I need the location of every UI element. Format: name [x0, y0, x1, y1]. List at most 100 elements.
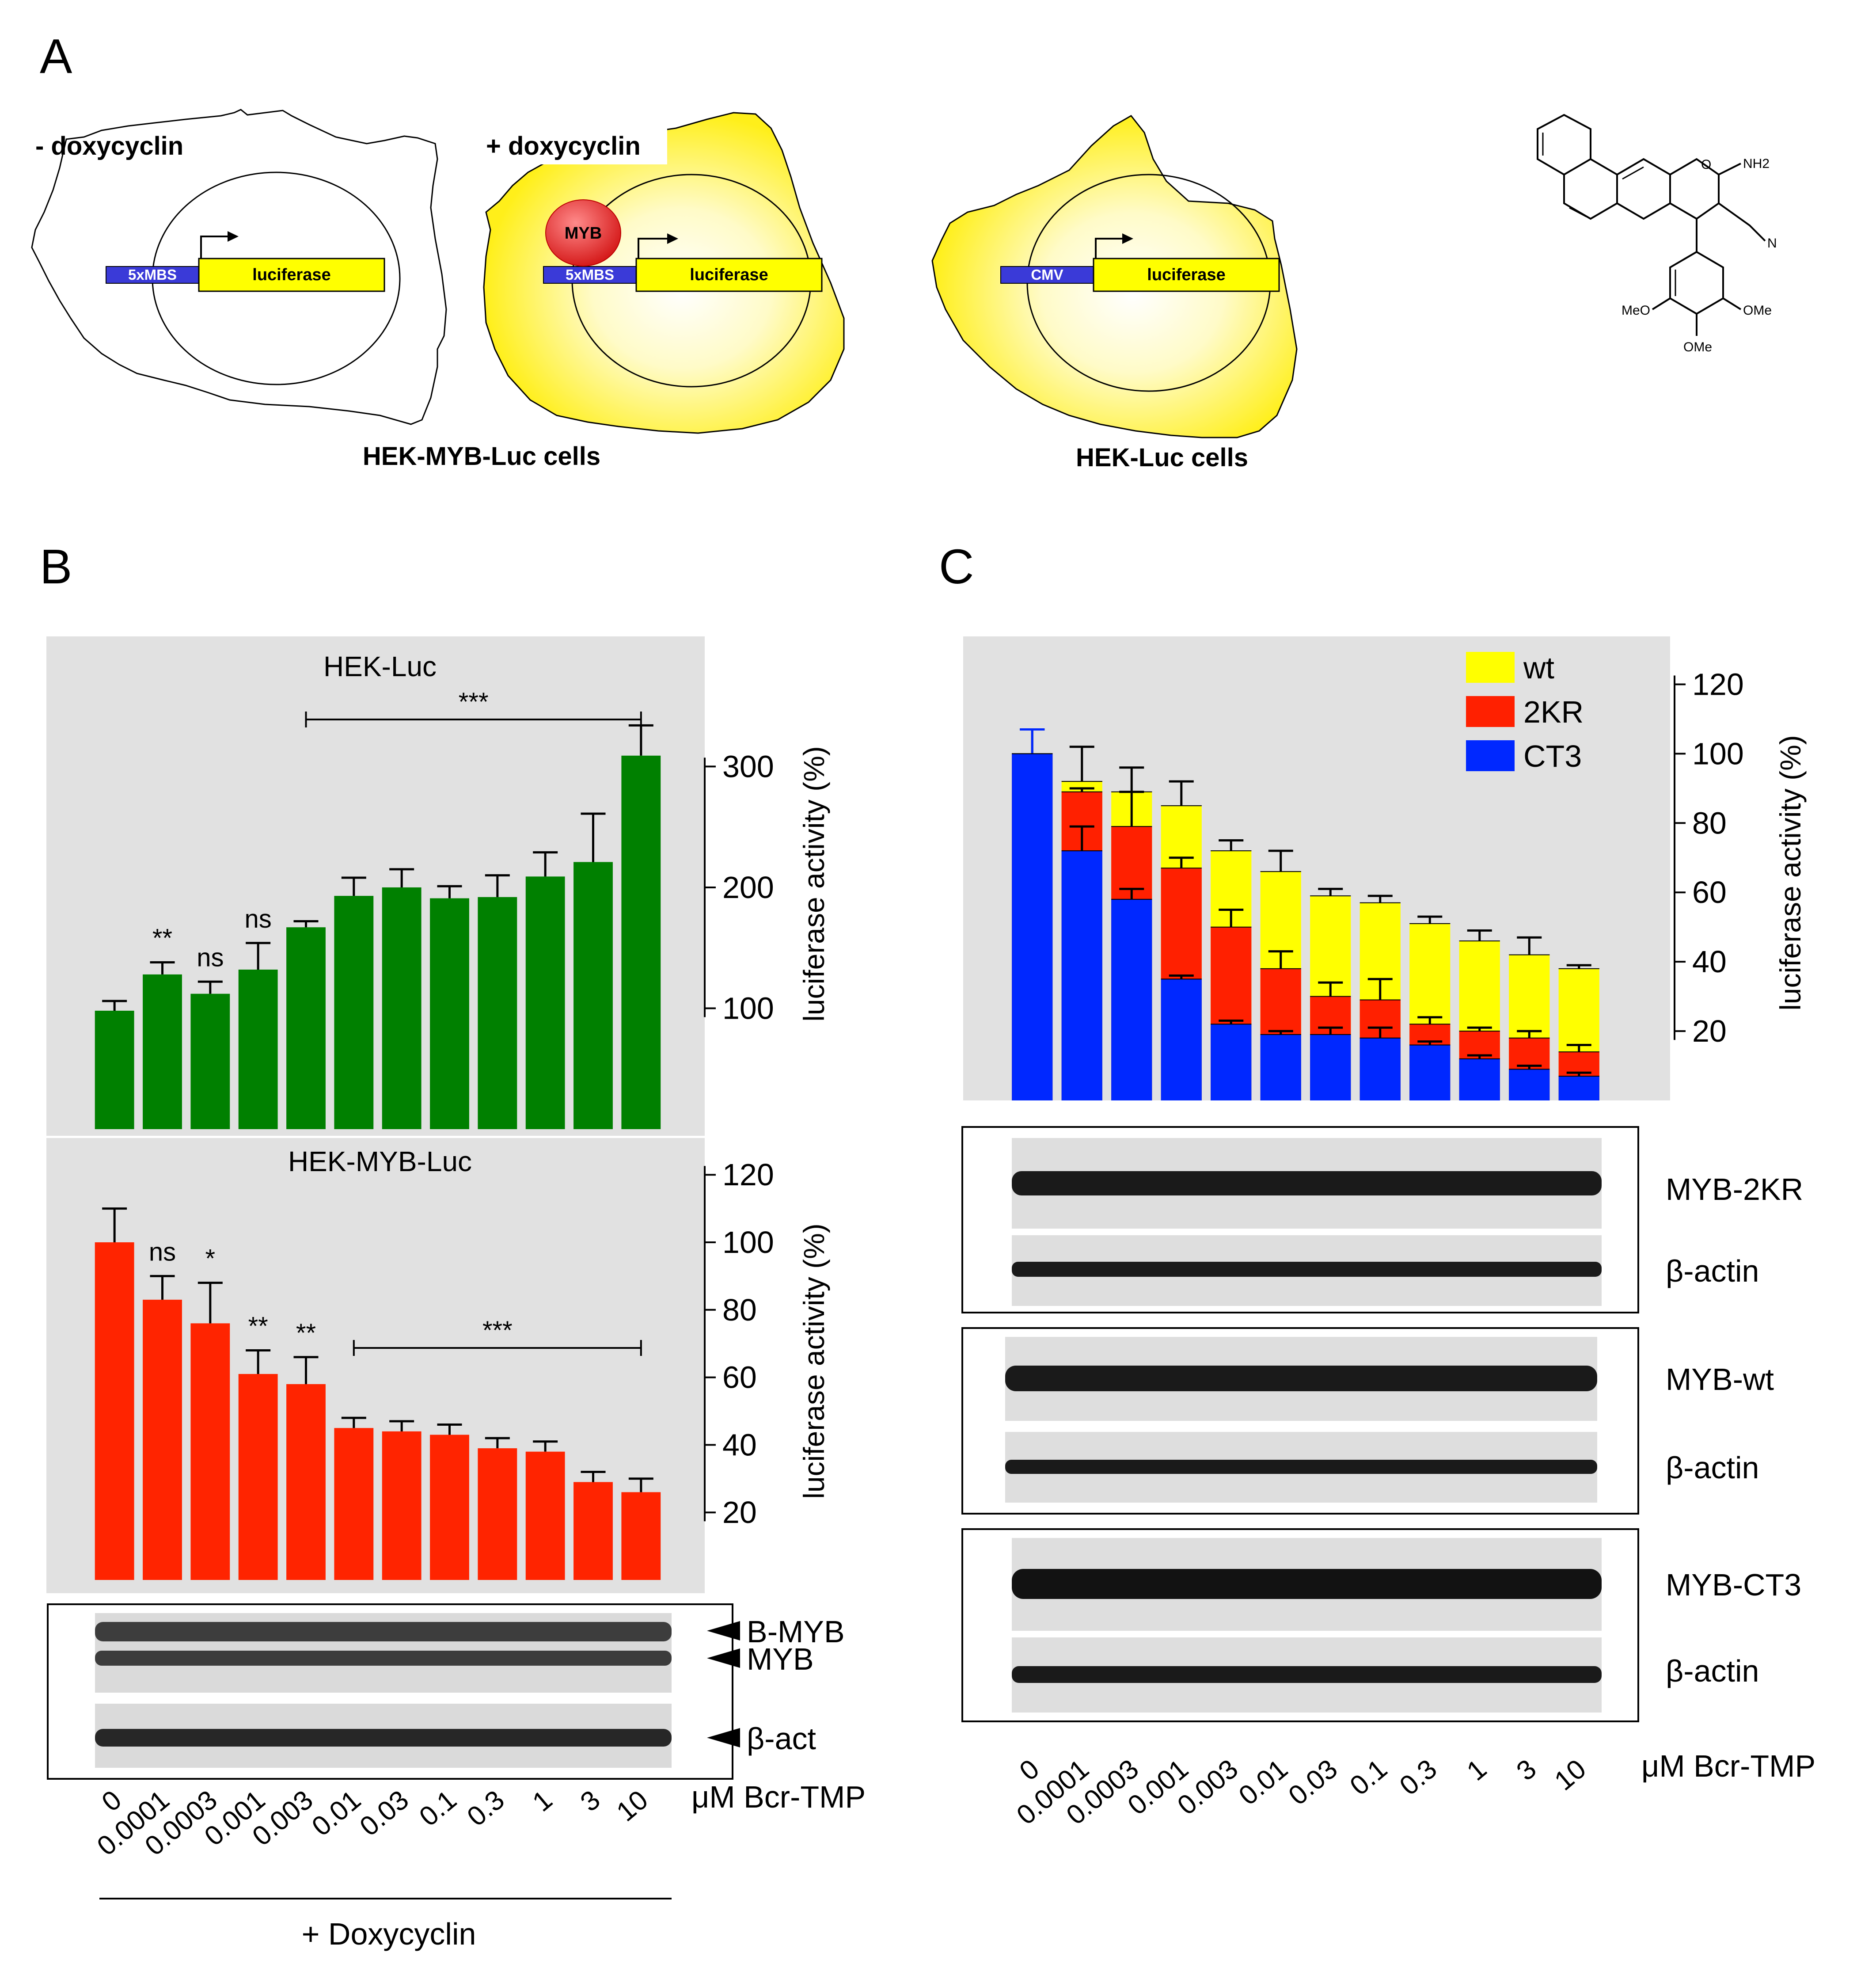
promoter-label: CMV: [1031, 266, 1063, 283]
error-bar: [437, 1424, 462, 1435]
legend-label-ct3: CT3: [1523, 739, 1582, 773]
error-bar: [1169, 780, 1194, 806]
significance-label: **: [296, 1319, 316, 1347]
legend-swatch-ct3: [1466, 740, 1515, 771]
cell-schematic-minus-dox: 5xMBS luciferase - doxycyclin: [31, 109, 447, 425]
y-tick-label: 300: [722, 749, 774, 784]
chart-title: HEK-Luc: [323, 651, 437, 682]
error-bar: [1318, 981, 1343, 997]
bar: [1111, 899, 1152, 1100]
significance-label: ns: [149, 1237, 176, 1266]
x-tick-label: 1: [527, 1785, 558, 1818]
error-bar: [1268, 1030, 1293, 1035]
arrowhead-icon: [707, 1648, 740, 1668]
bar: [95, 1242, 134, 1580]
error-bar: [1367, 894, 1393, 903]
x-tick-label: 0.1: [414, 1785, 462, 1832]
panel-label-b: B: [40, 540, 72, 594]
error-bar: [1219, 1020, 1244, 1024]
error-bar: [1069, 746, 1094, 782]
ring: [1669, 251, 1724, 315]
atom-n: N: [1767, 236, 1777, 251]
blot-label: β-act: [747, 1721, 816, 1756]
blot-label: MYB-2KR: [1666, 1172, 1803, 1207]
error-bar: [1467, 1026, 1492, 1031]
double-bond: [1542, 133, 1676, 296]
blot-label: β-actin: [1666, 1254, 1759, 1288]
error-bar: [581, 812, 606, 862]
y-axis-label: luciferase activity (%): [797, 746, 830, 1022]
x-tick-label: 0.3: [461, 1785, 510, 1832]
bar: [1012, 754, 1053, 1100]
error-bar: [1566, 964, 1591, 969]
legend-label-2kr: 2KR: [1523, 695, 1584, 729]
error-bar: [102, 1000, 127, 1011]
error-bar: [1367, 1026, 1393, 1038]
arrowhead-icon: [707, 1728, 740, 1747]
bar: [430, 898, 469, 1129]
x-unit-label: μM Bcr-TMP: [1641, 1749, 1815, 1783]
blot-label: B-MYB: [747, 1614, 845, 1649]
error-bar: [1219, 908, 1244, 927]
x-tick-label: 10: [611, 1785, 654, 1827]
blot-label: β-actin: [1666, 1450, 1759, 1485]
significance-label: **: [248, 1312, 268, 1340]
promoter-box: [1000, 266, 1094, 284]
x-tick-label: 0: [1014, 1754, 1045, 1787]
error-bar: [1417, 915, 1443, 924]
bar: [1161, 979, 1202, 1100]
significance-label: *: [205, 1245, 216, 1273]
bar: [525, 876, 565, 1129]
bond: [1652, 297, 1671, 310]
promoter-label: 5xMBS: [566, 266, 614, 283]
luciferase-gene-box: [1093, 258, 1280, 292]
error-bar: [1367, 978, 1393, 1000]
error-bar: [1219, 839, 1244, 851]
bar: [1409, 1045, 1451, 1100]
arrowhead-icon: [707, 1621, 740, 1640]
y-tick-label: 120: [722, 1157, 774, 1192]
error-bar: [533, 1440, 558, 1452]
x-tick-label: 0.01: [306, 1785, 367, 1842]
x-tick-label: 0.3: [1394, 1754, 1443, 1801]
error-bar: [150, 1275, 175, 1300]
bar: [478, 897, 517, 1129]
y-tick-label: 80: [1692, 806, 1727, 840]
error-bar: [246, 942, 271, 970]
myb-protein-icon: [545, 199, 621, 266]
error-bar: [1268, 849, 1293, 872]
legend-swatch-2kr: [1466, 696, 1515, 727]
bar: [1360, 1038, 1401, 1100]
bar: [621, 755, 661, 1129]
bar: [573, 1482, 613, 1580]
bar: [143, 974, 182, 1129]
error-bar: [1566, 1043, 1591, 1052]
bar: [190, 993, 230, 1129]
y-tick-label: 40: [722, 1427, 757, 1462]
error-bar: [389, 868, 414, 887]
legend-swatch-wt: [1466, 652, 1515, 683]
error-bar: [1318, 1026, 1343, 1035]
bar: [382, 887, 422, 1129]
y-tick-label: 200: [722, 870, 774, 905]
band-actin: [1005, 1460, 1597, 1474]
bar: [190, 1323, 230, 1580]
transcription-arrow-icon: [1095, 238, 1124, 259]
treatment-label: + Doxycyclin: [302, 1917, 476, 1951]
y-tick-label: 120: [1692, 667, 1744, 701]
ring: [1563, 158, 1618, 220]
error-bar: [1169, 974, 1194, 979]
bar: [382, 1431, 422, 1580]
significance-label: **: [152, 924, 172, 953]
error-bar: [1020, 728, 1045, 754]
blot-label: MYB: [747, 1642, 814, 1676]
chart-title: HEK-MYB-Luc: [288, 1146, 472, 1177]
bar: [1260, 1034, 1301, 1100]
error-bar: [628, 1477, 653, 1492]
bar: [334, 896, 374, 1129]
significance-label: ***: [482, 1316, 513, 1345]
error-bar: [581, 1471, 606, 1482]
error-bar: [341, 1416, 366, 1428]
